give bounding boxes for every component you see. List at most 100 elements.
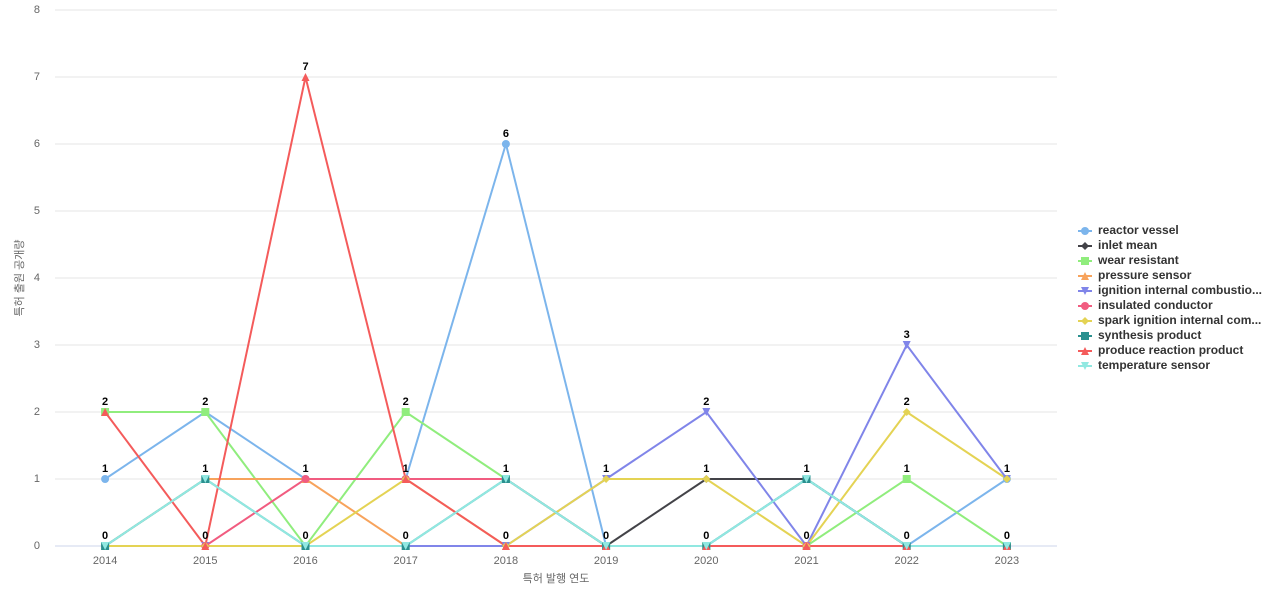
point [201, 408, 210, 416]
y-tick-label: 6 [34, 138, 40, 150]
x-tick-label: 2020 [694, 555, 718, 567]
legend-label: ignition internal combustio... [1098, 283, 1262, 297]
point [902, 408, 911, 416]
x-tick-label: 2015 [193, 555, 217, 567]
data-label: 1 [904, 463, 910, 475]
legend-item[interactable]: inlet mean [1078, 238, 1157, 252]
point [902, 475, 911, 483]
data-label: 1 [703, 463, 709, 475]
legend-symbol [1081, 317, 1089, 325]
y-axis-title: 특허 출원 공개량 [13, 240, 26, 317]
point [902, 341, 911, 349]
data-label: 1 [102, 463, 108, 475]
legend-item[interactable]: synthesis product [1078, 328, 1201, 342]
data-label: 1 [503, 463, 509, 475]
data-label: 0 [403, 530, 409, 542]
y-tick-label: 8 [34, 4, 40, 16]
point [401, 475, 410, 483]
legend-symbol [1081, 287, 1089, 295]
legend-symbol [1081, 242, 1089, 250]
legend-label: produce reaction product [1098, 343, 1243, 357]
legend-label: spark ignition internal com... [1098, 313, 1261, 327]
data-label: 0 [803, 530, 809, 542]
data-label: 0 [603, 530, 609, 542]
data-label: 1 [302, 463, 308, 475]
legend-symbol [1081, 272, 1089, 280]
y-tick-label: 4 [34, 272, 40, 284]
point [501, 140, 510, 148]
point [501, 542, 510, 550]
data-label: 0 [1004, 530, 1010, 542]
legend-item[interactable]: insulated conductor [1078, 298, 1213, 312]
x-tick-label: 2017 [393, 555, 417, 567]
data-label: 6 [503, 128, 509, 140]
x-tick-label: 2016 [293, 555, 317, 567]
series-line [104, 477, 1007, 547]
data-label: 0 [202, 530, 208, 542]
legend-symbol [1081, 227, 1089, 235]
point [401, 408, 410, 416]
legend-item[interactable]: ignition internal combustio... [1078, 283, 1262, 297]
point [101, 408, 110, 416]
point [802, 475, 811, 483]
data-label: 1 [202, 463, 208, 475]
point [201, 475, 210, 483]
legend-item[interactable]: pressure sensor [1078, 268, 1192, 282]
x-tick-label: 2014 [93, 555, 117, 567]
point [902, 542, 911, 550]
data-label: 0 [904, 530, 910, 542]
data-label: 7 [302, 61, 308, 73]
x-tick-label: 2023 [995, 555, 1019, 567]
data-label: 1 [803, 463, 809, 475]
legend-label: wear resistant [1097, 253, 1179, 267]
legend-item[interactable]: produce reaction product [1078, 343, 1243, 357]
legend-item[interactable]: spark ignition internal com... [1078, 313, 1261, 327]
point [201, 542, 210, 550]
series-line [104, 76, 1007, 549]
point [101, 475, 110, 483]
legend-label: inlet mean [1098, 238, 1157, 252]
x-tick-label: 2019 [594, 555, 618, 567]
legend-symbol [1081, 347, 1089, 355]
point [1002, 475, 1011, 483]
legend-label: temperature sensor [1098, 358, 1210, 372]
data-label: 2 [102, 396, 108, 408]
legend-symbol [1081, 302, 1089, 310]
data-label: 1 [1004, 463, 1010, 475]
y-tick-label: 2 [34, 406, 40, 418]
legend-item[interactable]: reactor vessel [1078, 223, 1179, 237]
x-tick-label: 2022 [894, 555, 918, 567]
point [401, 542, 410, 550]
legend-item[interactable]: wear resistant [1078, 253, 1179, 267]
y-tick-label: 3 [34, 339, 40, 351]
y-tick-label: 7 [34, 71, 40, 83]
legend-label: pressure sensor [1098, 268, 1192, 282]
point [301, 475, 310, 483]
legend-label: synthesis product [1098, 328, 1201, 342]
legend-symbol [1081, 362, 1089, 370]
x-axis-title: 특허 발행 연도 [523, 572, 590, 585]
point [301, 542, 310, 550]
point [1002, 542, 1011, 550]
data-label: 1 [603, 463, 609, 475]
point [602, 475, 611, 483]
data-label: 2 [904, 396, 910, 408]
point [802, 542, 811, 550]
y-tick-label: 5 [34, 205, 40, 217]
point [501, 475, 510, 483]
point [702, 542, 711, 550]
data-label: 0 [102, 530, 108, 542]
legend-item[interactable]: temperature sensor [1078, 358, 1210, 372]
data-label: 0 [703, 530, 709, 542]
data-label: 0 [302, 530, 308, 542]
point [702, 475, 711, 483]
x-tick-label: 2018 [494, 555, 518, 567]
x-tick-label: 2021 [794, 555, 818, 567]
data-label: 2 [403, 396, 409, 408]
point [101, 542, 110, 550]
y-tick-label: 1 [34, 473, 40, 485]
series-line [105, 343, 1008, 548]
legend-symbol [1081, 257, 1089, 265]
